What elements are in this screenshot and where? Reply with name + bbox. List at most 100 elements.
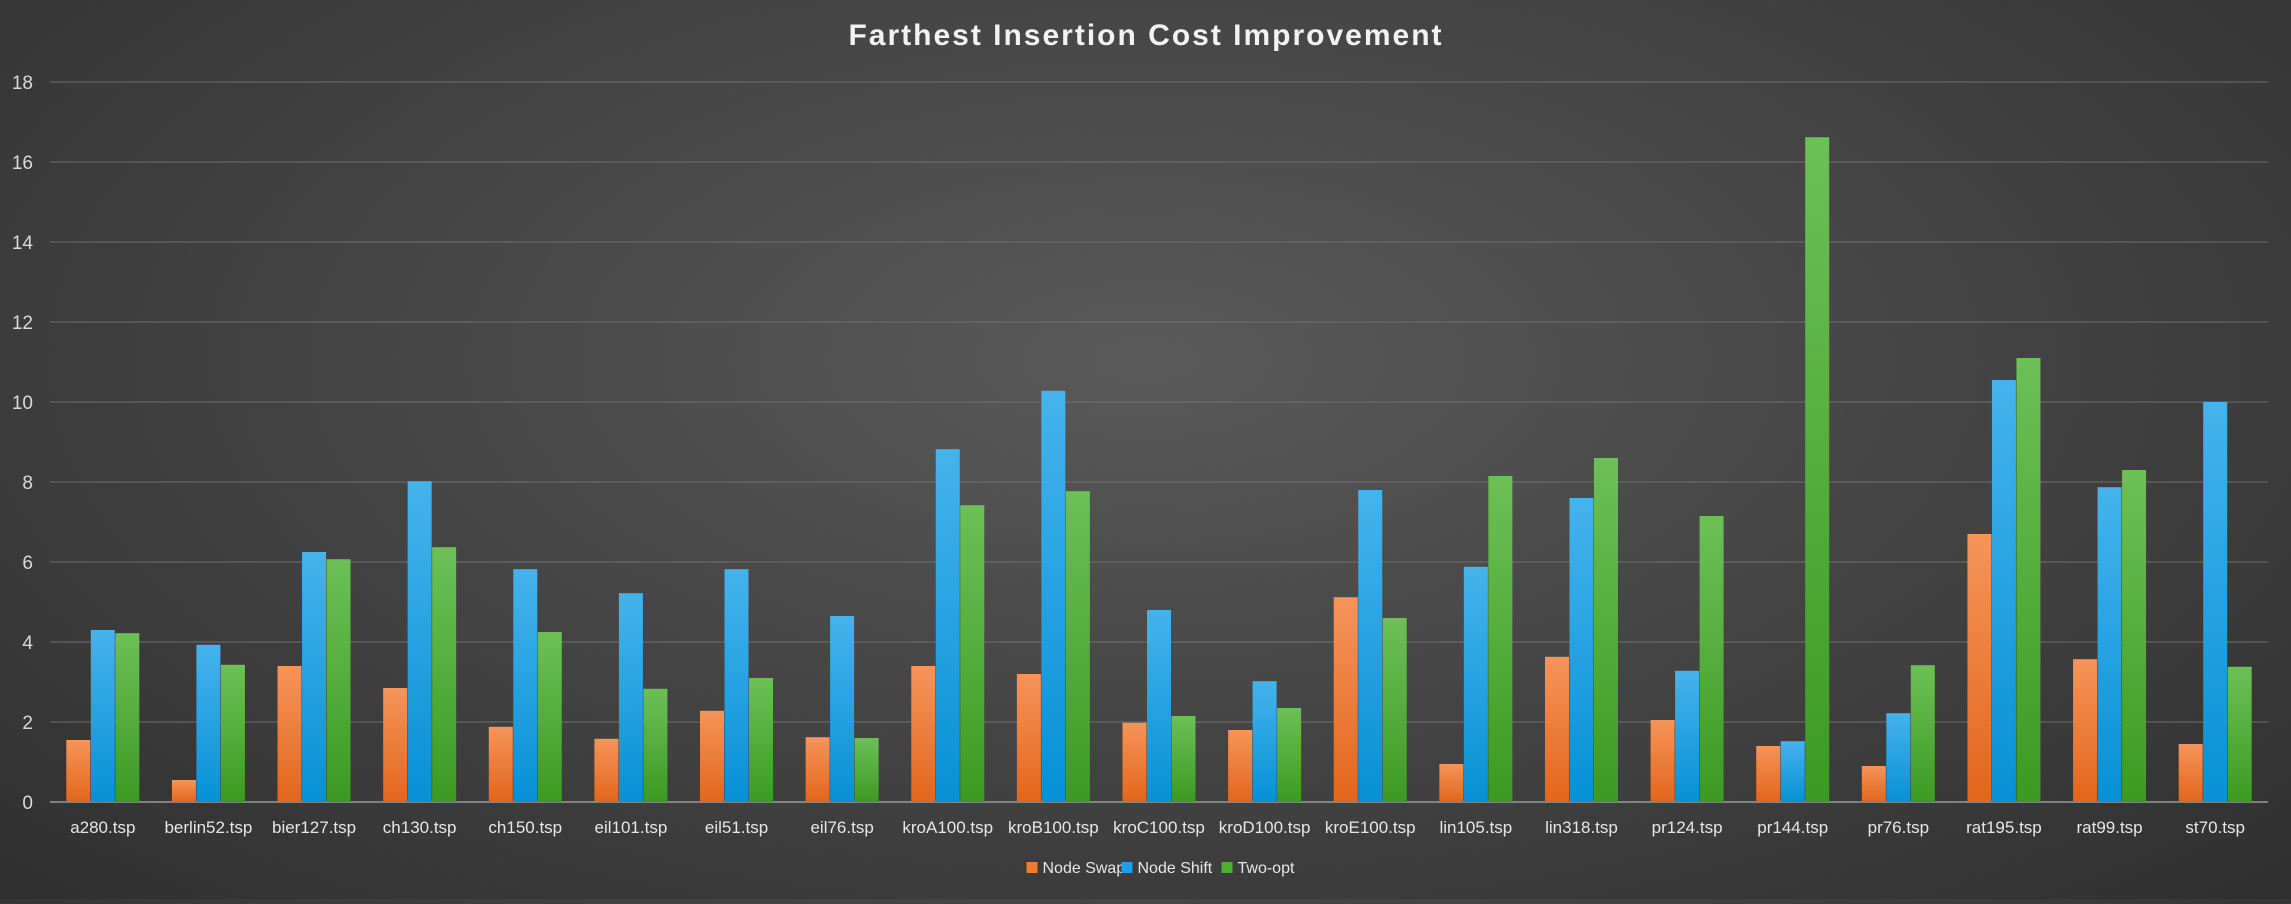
- bar-node-shift-lin318-tsp: [1569, 498, 1594, 802]
- x-tick-label: kroA100.tsp: [902, 818, 993, 837]
- bar-node-shift-kroC100-tsp: [1147, 610, 1171, 802]
- bar-two-opt-bier127-tsp: [326, 559, 351, 802]
- x-tick-label: eil101.tsp: [595, 818, 668, 837]
- x-tick-label: pr144.tsp: [1757, 818, 1828, 837]
- y-tick-label: 12: [12, 313, 33, 334]
- bar-node-swap-ch150-tsp: [488, 726, 513, 802]
- bar-node-swap-eil76-tsp: [805, 737, 830, 802]
- bar-two-opt-lin318-tsp: [1593, 458, 1618, 802]
- legend-item-node-swap: Node Swap: [1026, 860, 1126, 877]
- y-tick-label: 14: [12, 233, 34, 254]
- bar-node-swap-kroD100-tsp: [1228, 730, 1253, 802]
- bar-node-swap-kroB100-tsp: [1016, 674, 1041, 802]
- bar-node-shift-eil76-tsp: [830, 616, 855, 802]
- x-tick-label: ch130.tsp: [383, 818, 457, 837]
- legend-swatch: [1121, 862, 1133, 873]
- x-tick-label: kroD100.tsp: [1219, 818, 1311, 837]
- bar-node-shift-kroD100-tsp: [1252, 681, 1277, 802]
- y-axis-ticks: 0 2 4 6 8 10 12 14 16 18: [12, 73, 34, 814]
- x-tick-label: bier127.tsp: [272, 818, 356, 837]
- x-tick-label: eil76.tsp: [810, 818, 873, 837]
- bar-two-opt-kroD100-tsp: [1277, 708, 1302, 802]
- bar-node-shift-bier127-tsp: [302, 552, 327, 802]
- bar-two-opt-pr124-tsp: [1699, 516, 1724, 802]
- x-tick-label: pr76.tsp: [1868, 818, 1929, 837]
- legend-item-two-opt: Two-opt: [1221, 860, 1295, 877]
- bar-node-shift-a280-tsp: [90, 630, 115, 802]
- bar-node-swap-eil101-tsp: [594, 738, 619, 802]
- bars: [66, 137, 2252, 802]
- x-tick-label: kroE100.tsp: [1325, 818, 1416, 837]
- bar-two-opt-pr76-tsp: [1910, 665, 1935, 802]
- x-tick-label: ch150.tsp: [488, 818, 562, 837]
- bar-two-opt-lin105-tsp: [1488, 476, 1513, 802]
- bar-two-opt-a280-tsp: [115, 633, 140, 802]
- bar-node-swap-berlin52-tsp: [171, 780, 196, 802]
- bar-node-swap-pr124-tsp: [1650, 720, 1675, 802]
- y-tick-label: 10: [12, 393, 33, 414]
- bar-two-opt-kroE100-tsp: [1382, 618, 1407, 802]
- y-tick-label: 2: [22, 713, 33, 734]
- x-tick-label: berlin52.tsp: [164, 818, 252, 837]
- bar-two-opt-eil51-tsp: [749, 678, 774, 802]
- bar-two-opt-kroA100-tsp: [960, 505, 985, 802]
- bar-node-shift-lin105-tsp: [1463, 566, 1488, 802]
- x-tick-label: lin318.tsp: [1545, 818, 1618, 837]
- x-tick-label: a280.tsp: [70, 818, 135, 837]
- bar-node-swap-st70-tsp: [2178, 744, 2203, 802]
- y-tick-label: 6: [22, 553, 33, 574]
- legend-label: Node Shift: [1138, 860, 1213, 877]
- bar-node-shift-rat195-tsp: [1991, 380, 2016, 802]
- legend-item-node-shift: Node Shift: [1121, 860, 1213, 877]
- bar-two-opt-rat99-tsp: [2122, 470, 2147, 802]
- x-tick-label: kroB100.tsp: [1008, 818, 1099, 837]
- legend-label: Two-opt: [1238, 860, 1295, 877]
- bar-two-opt-rat195-tsp: [2016, 358, 2041, 802]
- y-tick-label: 8: [22, 473, 33, 494]
- bar-node-shift-ch150-tsp: [513, 569, 538, 802]
- bar-node-swap-lin105-tsp: [1439, 764, 1464, 802]
- y-tick-label: 0: [22, 793, 33, 814]
- bar-node-swap-rat99-tsp: [2073, 659, 2098, 802]
- bar-node-swap-kroC100-tsp: [1122, 722, 1147, 802]
- bar-node-swap-pr144-tsp: [1756, 746, 1781, 802]
- bar-node-shift-rat99-tsp: [2097, 487, 2122, 802]
- bar-node-shift-st70-tsp: [2203, 402, 2228, 802]
- bar-node-swap-pr76-tsp: [1861, 766, 1886, 802]
- bar-two-opt-kroC100-tsp: [1171, 716, 1196, 802]
- bar-two-opt-ch150-tsp: [537, 632, 562, 802]
- x-tick-label: lin105.tsp: [1439, 818, 1512, 837]
- bar-two-opt-st70-tsp: [2227, 666, 2252, 802]
- bar-two-opt-kroB100-tsp: [1065, 491, 1090, 802]
- y-tick-label: 4: [22, 633, 33, 654]
- bar-node-swap-kroE100-tsp: [1333, 597, 1358, 802]
- bar-node-swap-rat195-tsp: [1967, 534, 1992, 802]
- bar-node-shift-eil51-tsp: [724, 569, 749, 802]
- bar-two-opt-eil101-tsp: [643, 688, 668, 802]
- bar-node-shift-berlin52-tsp: [196, 644, 221, 802]
- bar-two-opt-pr144-tsp: [1805, 137, 1830, 802]
- bar-node-shift-pr76-tsp: [1886, 713, 1911, 802]
- bar-node-shift-pr124-tsp: [1675, 670, 1700, 802]
- bar-two-opt-eil76-tsp: [854, 738, 879, 802]
- x-tick-label: st70.tsp: [2185, 818, 2245, 837]
- chart-title: Farthest Insertion Cost Improvement: [848, 19, 1443, 52]
- y-tick-label: 16: [12, 153, 33, 174]
- legend-label: Node Swap: [1043, 860, 1126, 877]
- bar-node-shift-kroA100-tsp: [935, 449, 960, 802]
- legend-swatch: [1221, 862, 1233, 873]
- bar-node-swap-kroA100-tsp: [911, 666, 936, 802]
- bar-node-shift-eil101-tsp: [618, 593, 643, 802]
- bar-node-swap-lin318-tsp: [1544, 656, 1569, 802]
- bar-node-swap-ch130-tsp: [383, 688, 408, 802]
- bar-two-opt-ch130-tsp: [432, 547, 457, 802]
- legend: Node Swap Node Shift Two-opt: [1026, 860, 1295, 877]
- bar-node-shift-kroE100-tsp: [1358, 490, 1383, 802]
- legend-swatch: [1026, 862, 1038, 873]
- x-tick-label: rat195.tsp: [1966, 818, 2042, 837]
- bar-two-opt-berlin52-tsp: [220, 664, 245, 802]
- bar-node-swap-a280-tsp: [66, 740, 91, 802]
- x-tick-label: rat99.tsp: [2076, 818, 2142, 837]
- bar-node-swap-bier127-tsp: [277, 666, 302, 802]
